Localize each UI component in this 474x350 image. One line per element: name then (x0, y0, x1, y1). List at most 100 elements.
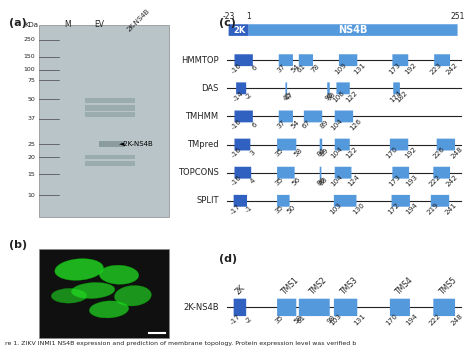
FancyBboxPatch shape (85, 112, 135, 117)
Text: (b): (b) (9, 240, 27, 250)
FancyBboxPatch shape (299, 54, 313, 66)
Text: 109: 109 (334, 61, 348, 75)
Text: 173: 173 (387, 174, 401, 188)
Text: -16: -16 (230, 146, 243, 159)
Text: re 1. ZIKV INMI1 NS4B expression and prediction of membrane topology. Protein ex: re 1. ZIKV INMI1 NS4B expression and pre… (5, 342, 356, 346)
Text: 2K-NS4B: 2K-NS4B (127, 8, 151, 33)
Text: DAS: DAS (201, 84, 219, 93)
Text: 58: 58 (293, 147, 304, 158)
Text: 86: 86 (317, 175, 327, 186)
Ellipse shape (55, 259, 103, 280)
Text: TOPCONS: TOPCONS (178, 168, 219, 177)
Text: 219: 219 (426, 202, 440, 216)
Text: 242: 242 (445, 61, 459, 75)
Text: 250: 250 (24, 37, 36, 42)
Text: 35: 35 (274, 314, 284, 325)
Text: 2K: 2K (234, 283, 247, 296)
Text: 56: 56 (292, 175, 302, 186)
FancyBboxPatch shape (228, 24, 249, 36)
FancyBboxPatch shape (319, 167, 321, 178)
Text: 103: 103 (329, 313, 343, 327)
Text: -17: -17 (229, 313, 242, 326)
Text: 131: 131 (352, 313, 366, 327)
Text: 122: 122 (345, 90, 359, 104)
Text: 192: 192 (403, 61, 418, 75)
Text: 89: 89 (319, 147, 330, 158)
FancyBboxPatch shape (249, 24, 457, 36)
Text: TMS2: TMS2 (308, 275, 329, 296)
Text: 170: 170 (385, 146, 399, 160)
FancyBboxPatch shape (327, 82, 330, 94)
Text: 47: 47 (284, 91, 295, 102)
Text: TMpred: TMpred (187, 140, 219, 149)
FancyBboxPatch shape (235, 167, 251, 178)
Text: -16: -16 (230, 175, 243, 187)
FancyBboxPatch shape (99, 141, 125, 147)
FancyBboxPatch shape (433, 167, 450, 178)
Text: 222: 222 (428, 174, 443, 188)
FancyBboxPatch shape (392, 195, 410, 207)
FancyBboxPatch shape (392, 54, 408, 66)
Text: 126: 126 (348, 118, 362, 132)
Text: 4: 4 (249, 177, 257, 184)
Text: 35: 35 (274, 147, 284, 158)
Text: 98: 98 (327, 91, 337, 102)
Text: 182: 182 (395, 90, 409, 104)
Text: 98: 98 (327, 314, 337, 325)
Text: 45: 45 (282, 91, 293, 102)
Text: 241: 241 (444, 202, 458, 216)
Text: 194: 194 (405, 313, 419, 327)
Text: 173: 173 (387, 61, 401, 75)
FancyBboxPatch shape (234, 299, 246, 316)
Text: 104: 104 (330, 118, 344, 132)
Text: HMMTOP: HMMTOP (181, 56, 219, 65)
Text: 1: 1 (246, 12, 251, 21)
Ellipse shape (90, 301, 128, 318)
Text: (a): (a) (9, 18, 27, 28)
Text: 35: 35 (274, 175, 284, 186)
Text: 50: 50 (286, 204, 297, 214)
Text: -16: -16 (230, 118, 243, 131)
Text: 3: 3 (249, 149, 256, 156)
Text: -17: -17 (229, 203, 242, 215)
Text: TMS3: TMS3 (339, 275, 360, 296)
Text: 37: 37 (275, 119, 286, 130)
FancyBboxPatch shape (85, 105, 135, 111)
Text: NS4B: NS4B (338, 25, 368, 35)
Text: 172: 172 (387, 202, 401, 216)
Text: 222: 222 (428, 313, 443, 327)
FancyBboxPatch shape (390, 299, 410, 316)
Text: 2K-NS4B: 2K-NS4B (183, 303, 219, 312)
FancyBboxPatch shape (235, 111, 253, 122)
Text: 25: 25 (27, 142, 36, 147)
Text: ◄2K-NS4B: ◄2K-NS4B (119, 141, 154, 147)
FancyBboxPatch shape (299, 299, 330, 316)
Text: -23: -23 (222, 12, 235, 21)
Text: 54: 54 (290, 119, 301, 130)
Text: 37: 37 (275, 63, 286, 74)
Text: 75: 75 (27, 78, 36, 83)
FancyBboxPatch shape (434, 54, 450, 66)
FancyBboxPatch shape (285, 82, 287, 94)
Text: 226: 226 (432, 146, 446, 160)
Text: 54: 54 (290, 63, 301, 74)
Text: 2K: 2K (233, 26, 246, 35)
FancyBboxPatch shape (339, 54, 357, 66)
FancyBboxPatch shape (39, 25, 169, 217)
Text: 6: 6 (251, 65, 259, 72)
Text: 86: 86 (317, 147, 327, 158)
Text: 248: 248 (450, 313, 464, 327)
FancyBboxPatch shape (335, 167, 351, 178)
FancyBboxPatch shape (85, 98, 135, 103)
Ellipse shape (72, 282, 115, 299)
Text: 58: 58 (293, 314, 304, 325)
Text: 103: 103 (329, 202, 343, 216)
Text: 78: 78 (310, 63, 320, 74)
Text: 15: 15 (27, 172, 36, 177)
FancyBboxPatch shape (39, 248, 169, 338)
Text: 95: 95 (324, 91, 335, 102)
FancyBboxPatch shape (393, 82, 400, 94)
Text: 223: 223 (429, 61, 443, 75)
Text: 248: 248 (450, 146, 464, 160)
Text: 131: 131 (352, 61, 366, 75)
